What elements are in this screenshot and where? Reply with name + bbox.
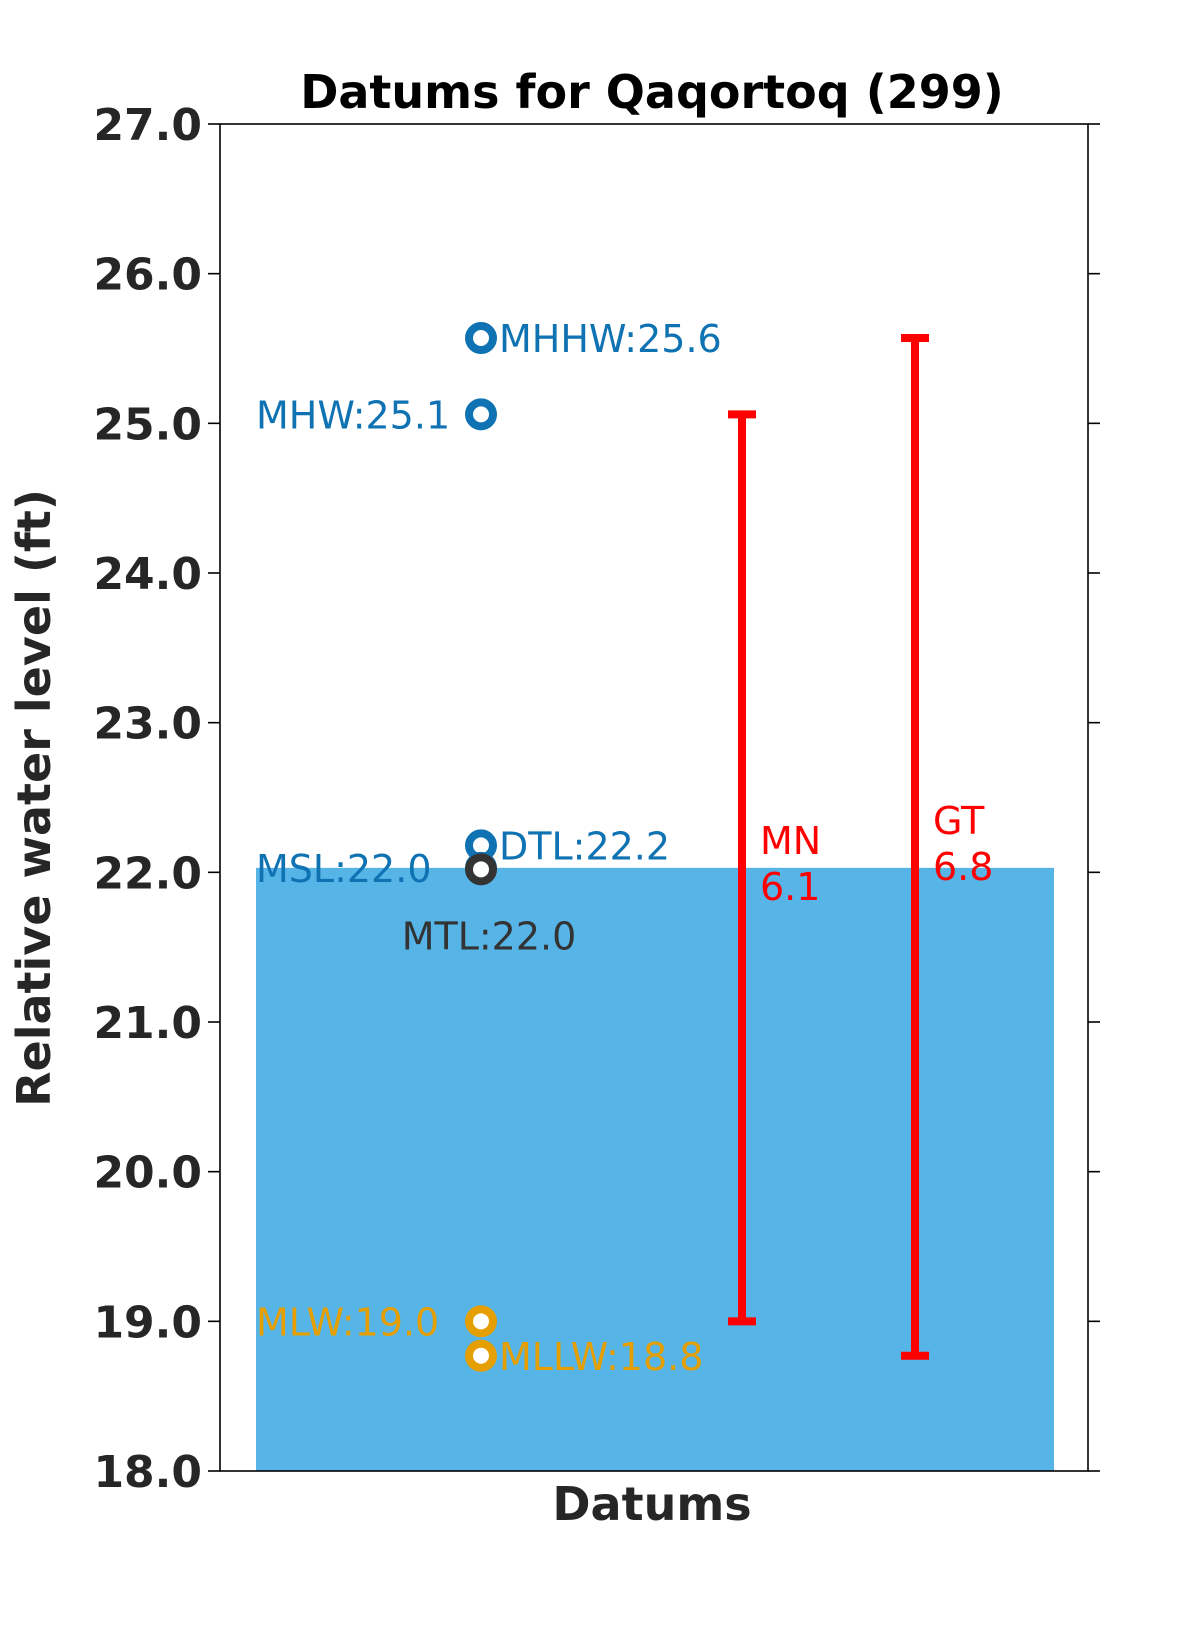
- chart-title: Datums for Qaqortoq (299): [300, 65, 1004, 119]
- y-tick-label: 27.0: [93, 100, 202, 151]
- datum-label-mllw: MLLW:18.8: [499, 1335, 703, 1379]
- range-label-gt: GT: [933, 799, 985, 843]
- datum-marker-mlw: [465, 1305, 497, 1338]
- y-tick-label: 22.0: [93, 848, 202, 899]
- y-tick-label: 18.0: [93, 1447, 202, 1498]
- y-tick-label: 23.0: [93, 699, 202, 750]
- range-label-mn: MN: [760, 819, 821, 863]
- datum-marker-mtl: [465, 853, 497, 886]
- range-value-mn: 6.1: [760, 865, 820, 909]
- y-axis-label: Relative water level (ft): [7, 489, 61, 1107]
- datum-label-mhhw: MHHW:25.6: [499, 317, 722, 361]
- y-tick-label: 19.0: [93, 1297, 202, 1348]
- x-axis-label: Datums: [552, 1477, 751, 1531]
- y-tick-label: 25.0: [93, 399, 202, 450]
- plot-frame: [219, 123, 1089, 1472]
- datum-marker-mhhw: [465, 322, 497, 355]
- y-tick-label: 26.0: [93, 250, 202, 301]
- datum-label-mlw: MLW:19.0: [256, 1300, 439, 1344]
- datum-label-dtl: DTL:22.2: [499, 824, 670, 868]
- datum-label-msl: MSL:22.0: [256, 847, 432, 891]
- datum-label-mtl: MTL:22.0: [402, 914, 577, 958]
- y-tick-label: 21.0: [93, 998, 202, 1049]
- y-tick-label: 20.0: [93, 1148, 202, 1199]
- plot-area: 18.0 19.0 20.0 21.0 22.0 23.0 24.0 25.0 26.0 27.0…: [93, 100, 1100, 1498]
- mean-sea-level-bar: [256, 867, 1054, 1471]
- y-tick-label: 24.0: [93, 549, 202, 600]
- datum-label-mhw: MHW:25.1: [256, 393, 450, 437]
- datum-marker-mllw: [465, 1339, 497, 1372]
- datum-marker-mhw: [465, 398, 497, 431]
- range-value-gt: 6.8: [933, 845, 993, 889]
